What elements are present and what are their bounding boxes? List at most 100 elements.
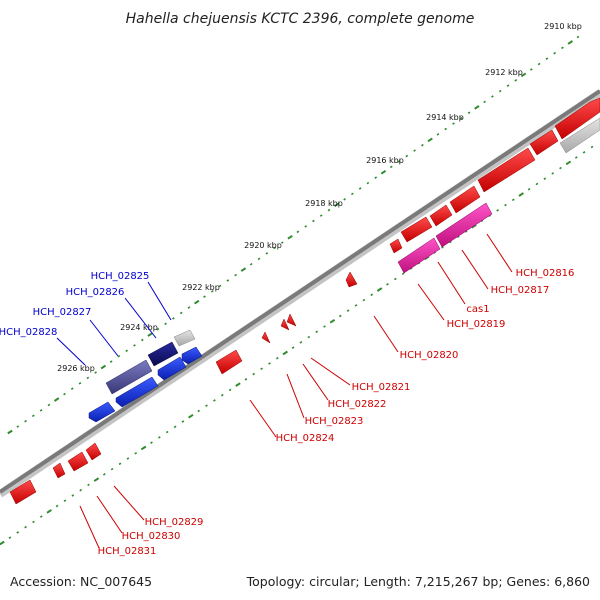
gene-label-hch-02826[interactable]: HCH_02826 — [66, 287, 125, 298]
blue-genes — [88, 346, 203, 423]
inner-tick-mark — [329, 318, 336, 324]
gene-hch-02820[interactable] — [345, 271, 358, 288]
gene-label-hch-02821[interactable]: HCH_02821 — [352, 382, 411, 393]
gene-red-mid-4[interactable] — [389, 238, 403, 254]
inner-tick-mark — [574, 156, 578, 159]
inner-tick-mark — [338, 314, 342, 318]
inner-tick-mark — [102, 473, 106, 476]
inner-tick-mark — [213, 399, 216, 402]
outer-tick-mark — [39, 409, 43, 412]
outer-tick-mark — [109, 360, 113, 363]
outer-tick-mark — [280, 241, 284, 244]
gene-red-left[interactable] — [9, 479, 37, 505]
tick-label-2916: 2916 kbp — [366, 156, 404, 165]
gene-cas1[interactable] — [435, 202, 493, 248]
gene-grey-top[interactable] — [559, 117, 600, 154]
outer-tick-mark — [226, 279, 230, 282]
gene-hch-02824[interactable] — [215, 349, 243, 375]
outer-tick-mark — [7, 429, 13, 435]
outer-tick-mark — [444, 127, 448, 131]
outer-tick-mark — [498, 89, 502, 93]
gene-label-cas1[interactable]: cas1 — [466, 304, 489, 315]
gene-label-hch-02831[interactable]: HCH_02831 — [98, 546, 157, 557]
inner-tick-mark — [551, 172, 555, 175]
inner-tick-mark — [565, 160, 572, 166]
outer-tick-mark — [474, 105, 480, 110]
gene-hch-02826[interactable] — [147, 341, 179, 367]
inner-tick-mark — [118, 462, 122, 466]
outer-tick-mark — [187, 306, 191, 309]
red-genes — [9, 97, 600, 505]
gene-red-mid-3[interactable] — [400, 216, 433, 243]
inner-tick-mark — [24, 525, 27, 529]
gene-label-hch-02824[interactable]: HCH_02824 — [276, 433, 335, 444]
inner-tick-mark — [559, 166, 562, 170]
inner-tick-mark — [0, 540, 5, 546]
inner-tick-mark — [370, 293, 374, 297]
gene-hch-02823[interactable] — [261, 331, 271, 344]
gene-red-long[interactable] — [477, 147, 536, 193]
gene-hch-02825[interactable] — [173, 329, 196, 347]
gene-label-hch-02823[interactable]: HCH_02823 — [305, 416, 364, 427]
inner-tick-mark — [110, 467, 114, 471]
map-title: Hahella chejuensis KCTC 2396, complete g… — [126, 11, 475, 27]
gene-label-hch-02819[interactable]: HCH_02819 — [447, 319, 506, 330]
outer-tick-mark — [413, 149, 416, 152]
inner-tick-mark — [181, 420, 185, 423]
gene-label-hch-02830[interactable]: HCH_02830 — [122, 531, 181, 542]
gene-label-hch-02816[interactable]: HCH_02816 — [516, 268, 575, 279]
gene-hch-02822[interactable] — [280, 318, 290, 331]
inner-tick-mark — [134, 451, 138, 455]
inner-tick-mark — [63, 499, 67, 503]
gene-label-hch-02829[interactable]: HCH_02829 — [145, 517, 204, 528]
inner-tick-mark — [157, 436, 161, 439]
gene-red-mid-1[interactable] — [449, 185, 481, 214]
outer-tick-mark — [452, 122, 455, 125]
inner-tick-mark — [511, 198, 515, 202]
gene-hch-02819[interactable] — [397, 237, 441, 274]
gene-label-hch-02828[interactable]: HCH_02828 — [0, 327, 57, 338]
gene-blue-2[interactable] — [115, 376, 159, 408]
outer-tick-mark — [117, 354, 121, 358]
outer-tick-mark — [70, 387, 74, 390]
gene-hch-02821[interactable] — [286, 313, 297, 327]
outer-tick-mark — [296, 230, 300, 234]
inner-tick-mark — [315, 330, 319, 334]
outer-tick-mark — [529, 68, 533, 71]
outer-tick-mark — [397, 160, 401, 163]
gene-hch-02829[interactable] — [85, 442, 102, 461]
outer-tick-mark — [172, 317, 175, 320]
gene-red-top-2[interactable] — [529, 129, 559, 156]
inner-tick-mark — [32, 520, 35, 524]
gene-hch-02827[interactable] — [105, 359, 153, 395]
outer-tick-mark — [86, 376, 90, 380]
gene-hch-02830[interactable] — [67, 451, 89, 472]
outer-tick-mark — [343, 198, 346, 201]
gene-hch-02828[interactable] — [88, 401, 116, 423]
gene-blue-4[interactable] — [181, 346, 203, 365]
inner-tick-mark — [55, 504, 59, 508]
gene-label-hch-02817[interactable]: HCH_02817 — [491, 285, 550, 296]
tick-label-2926: 2926 kbp — [57, 364, 95, 373]
outer-tick-mark — [94, 371, 97, 374]
gene-red-top-1[interactable] — [554, 97, 600, 140]
outer-tick-mark — [234, 273, 238, 277]
gene-hch-02831[interactable] — [52, 462, 66, 479]
inner-tick-mark — [346, 309, 350, 312]
gene-label-hch-02822[interactable]: HCH_02822 — [328, 399, 387, 410]
gene-label-hch-02825[interactable]: HCH_02825 — [91, 271, 150, 282]
outer-tick-mark — [24, 419, 27, 423]
inner-tick-mark — [93, 477, 100, 482]
gene-blue-3[interactable] — [157, 356, 187, 381]
outer-tick-mark — [133, 344, 136, 347]
outer-tick-mark — [576, 35, 580, 39]
tick-label-2910: 2910 kbp — [544, 22, 582, 31]
outer-tick-mark — [567, 40, 573, 45]
outer-tick-mark — [125, 349, 129, 353]
tick-label-2920: 2920 kbp — [244, 241, 282, 250]
gene-red-mid-2[interactable] — [429, 204, 453, 227]
gene-label-hch-02827[interactable]: HCH_02827 — [33, 307, 92, 318]
gene-label-hch-02820[interactable]: HCH_02820 — [400, 350, 459, 361]
inner-tick-mark — [496, 209, 499, 212]
